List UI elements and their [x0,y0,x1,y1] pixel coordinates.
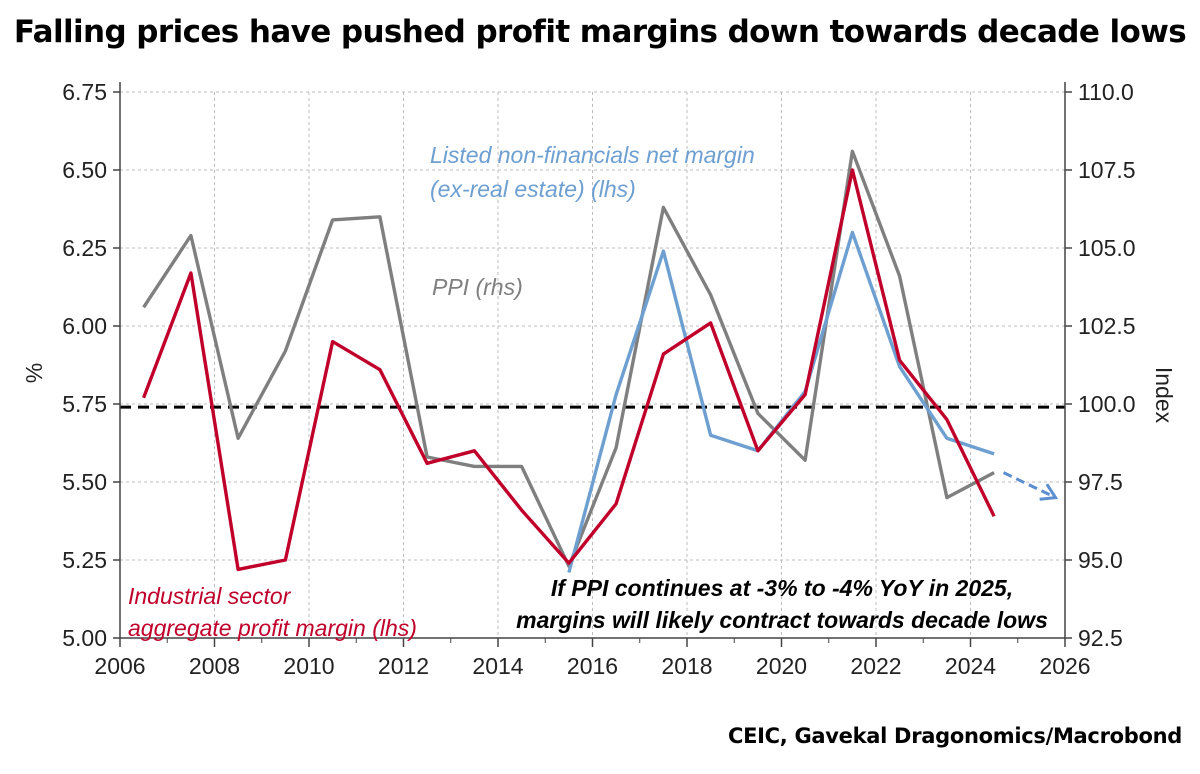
left-tick-label: 6.75 [62,79,107,105]
x-tick-label: 2024 [945,653,996,679]
projection-arrow-shaft [1002,471,1053,497]
left-tick-label: 5.50 [62,469,107,495]
right-tick-label: 102.5 [1078,313,1136,339]
annotation-text: margins will likely contract towards dec… [516,607,1048,633]
left-tick-label: 6.25 [62,235,107,261]
series-line-industrial-sector-aggregate-profit-margin-lhs [142,168,996,572]
right-tick-label: 107.5 [1078,157,1136,183]
x-tick-label: 2012 [378,653,429,679]
chart-title: Falling prices have pushed profit margin… [13,14,1187,50]
annotation-text: If PPI continues at -3% to -4% YoY in 20… [551,575,1013,601]
x-tick-label: 2022 [850,653,901,679]
x-tick-label: 2016 [567,653,618,679]
x-tick-label: 2018 [661,653,712,679]
series-group [142,149,1059,573]
axes-group [113,82,1072,647]
annotation-text: Industrial sector [128,583,292,609]
right-axis-title: Index [1151,367,1177,424]
x-tick-label: 2026 [1039,653,1090,679]
right-tick-label: 100.0 [1078,391,1136,417]
series-line-listed-non-financials-net-margin-ex-real-estate-lhs [567,230,995,573]
source-note: CEIC, Gavekal Dragonomics/Macrobond [728,724,1182,748]
right-tick-label: 97.5 [1078,469,1123,495]
x-tick-label: 2020 [756,653,807,679]
projection-arrow-head [1039,483,1059,501]
annotation-text: aggregate profit margin (lhs) [128,615,417,641]
grid [120,91,1065,638]
left-tick-label: 5.00 [62,625,107,651]
x-tick-label: 2014 [472,653,523,679]
right-tick-label: 95.0 [1078,547,1123,573]
tick-labels: 2006 2008 2010 2012 2014 2016 2018 2020 2022 2024… [21,79,1177,679]
x-tick-label: 2010 [283,653,334,679]
series-line-ppi-rhs [142,149,995,568]
annotation-text: (ex-real estate) (lhs) [430,176,636,202]
x-tick-label: 2006 [94,653,145,679]
annotation-text: PPI (rhs) [432,274,523,300]
x-tick-label: 2008 [189,653,240,679]
annotations: Listed non-financials net margin (ex-real… [128,142,1048,641]
left-tick-label: 6.00 [62,313,107,339]
right-tick-label: 92.5 [1078,625,1123,651]
left-tick-label: 5.25 [62,547,107,573]
right-tick-label: 105.0 [1078,235,1136,261]
annotation-text: Listed non-financials net margin [430,142,755,168]
left-axis-title: % [21,363,47,383]
left-tick-label: 6.50 [62,157,107,183]
left-tick-label: 5.75 [62,391,107,417]
right-tick-label: 110.0 [1078,79,1134,105]
